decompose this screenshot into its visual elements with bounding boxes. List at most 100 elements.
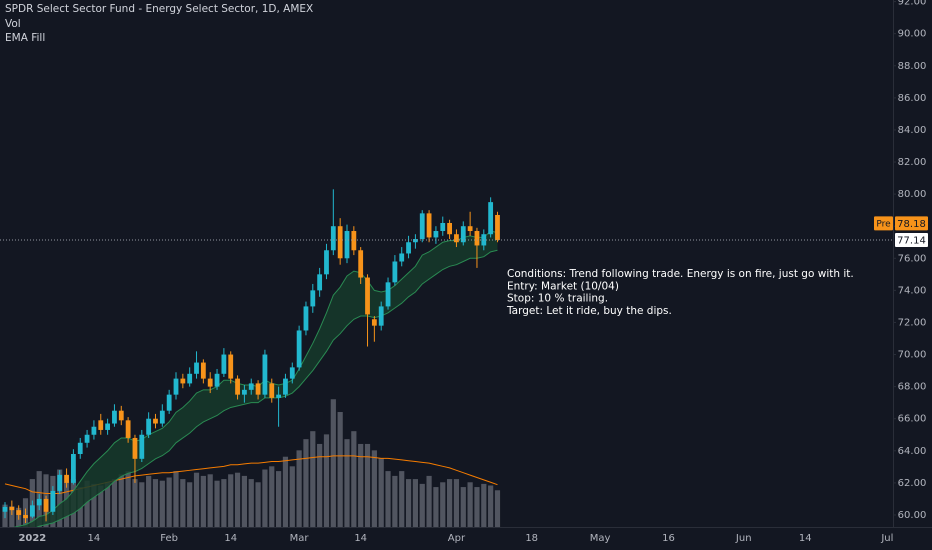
candle-body [139, 434, 145, 459]
x-tick-label: May [590, 533, 611, 544]
last-price-box [895, 232, 928, 247]
x-tick-label: Feb [160, 533, 178, 544]
candle-body [426, 213, 432, 238]
candle-body [214, 373, 220, 387]
x-tick-label: Jun [735, 533, 752, 544]
candle-body [440, 222, 446, 232]
candle-body [460, 226, 466, 243]
candle-body [454, 234, 459, 243]
candle-body [392, 261, 398, 283]
candle-body [378, 306, 384, 326]
candle-body [132, 437, 138, 459]
volume-bar [200, 475, 206, 527]
y-tick-label: 72.00 [898, 317, 927, 328]
volume-bar [152, 479, 159, 527]
candle-body [50, 490, 56, 512]
candle-body [180, 378, 186, 384]
candle-body [105, 423, 110, 430]
annotation-line: Entry: Market (10/04) [507, 280, 619, 292]
annotation-line: Stop: 10 % trailing. [507, 293, 608, 305]
y-tick-label: 82.00 [898, 157, 927, 168]
candle-body [317, 274, 323, 291]
candle-body [447, 222, 452, 235]
volume-bar [474, 487, 480, 527]
volume-bar [207, 474, 213, 527]
volume-bar [371, 450, 377, 527]
candle-body [228, 354, 234, 379]
volume-bar [460, 487, 466, 527]
volume-bar [111, 479, 118, 527]
volume-bar [488, 485, 494, 527]
volume-bar [234, 472, 241, 527]
y-tick-label: 62.00 [898, 478, 927, 489]
candle-body [310, 290, 316, 307]
volume-bar [269, 466, 275, 527]
y-tick-label: 60.00 [898, 510, 927, 521]
y-tick-label: 64.00 [898, 446, 927, 457]
volume-bar [296, 450, 302, 527]
volume-bar [91, 483, 97, 527]
volume-bar [303, 439, 309, 527]
volume-bar [248, 479, 254, 527]
volume-bar [494, 490, 501, 527]
candle-body [91, 426, 97, 435]
y-tick-label: 76.00 [898, 253, 927, 264]
volume-bar [433, 487, 439, 527]
axes: 60.00 62.00 64.00 66.00 68.00 70.00 72.00 74.00… [18, 0, 928, 544]
volume-bar [228, 474, 234, 527]
y-tick-label: 84.00 [898, 125, 927, 136]
volume-bar [255, 482, 261, 527]
candle-body [358, 250, 364, 278]
candle-body [207, 378, 213, 387]
premarket-price-box [895, 216, 928, 231]
volume-bar [57, 469, 63, 527]
candle-body [399, 253, 405, 262]
volume-bar [364, 443, 371, 527]
volume-bar [426, 475, 432, 527]
y-tick-label: 68.00 [898, 382, 927, 393]
volume-bar [166, 477, 172, 527]
volume-bar [447, 479, 453, 527]
candle-body [159, 410, 165, 424]
legend-vol: Vol [5, 18, 21, 30]
volume-bar [193, 472, 200, 527]
volume-bar [358, 443, 364, 527]
candle-body [248, 383, 254, 390]
y-tick-label: 88.00 [898, 61, 927, 72]
volume-bar [241, 475, 247, 527]
candle-body [16, 510, 22, 515]
volume-bar [221, 479, 227, 527]
candle-body [324, 250, 329, 275]
volume-bar [412, 479, 418, 527]
candle-body [419, 213, 425, 240]
premarket-price: 78.18 [897, 219, 926, 230]
candle-body [269, 383, 275, 398]
candle-body [200, 362, 206, 379]
y-tick-label: 70.00 [898, 350, 927, 361]
x-tick-label: 14 [88, 533, 101, 544]
x-tick-label: Apr [448, 533, 466, 544]
x-tick-label: Jul [880, 533, 893, 544]
candle-body [118, 410, 124, 421]
volume-bar [344, 439, 350, 527]
volume-bar [351, 431, 357, 527]
candle-body [194, 362, 199, 374]
volume-bar [262, 469, 268, 527]
legend-ema-fill: EMA Fill [5, 32, 45, 44]
annotation-line: Target: Let it ride, buy the dips. [506, 305, 672, 317]
premarket-tag-box [874, 216, 893, 231]
volume-bar [187, 482, 193, 527]
plot-area [0, 189, 893, 527]
candle-body [153, 418, 158, 424]
candle-body [262, 354, 268, 395]
candle-body [187, 373, 193, 384]
x-tick-label: 14 [799, 533, 812, 544]
candle-body [296, 330, 302, 368]
volume-bar [9, 506, 15, 527]
candle-body [255, 383, 261, 395]
volume-bar [323, 434, 330, 527]
annotation-line: Conditions: Trend following trade. Energ… [507, 268, 854, 280]
volume-bar [399, 471, 405, 527]
x-tick-label: Mar [290, 533, 310, 544]
volume-bar [440, 482, 446, 527]
